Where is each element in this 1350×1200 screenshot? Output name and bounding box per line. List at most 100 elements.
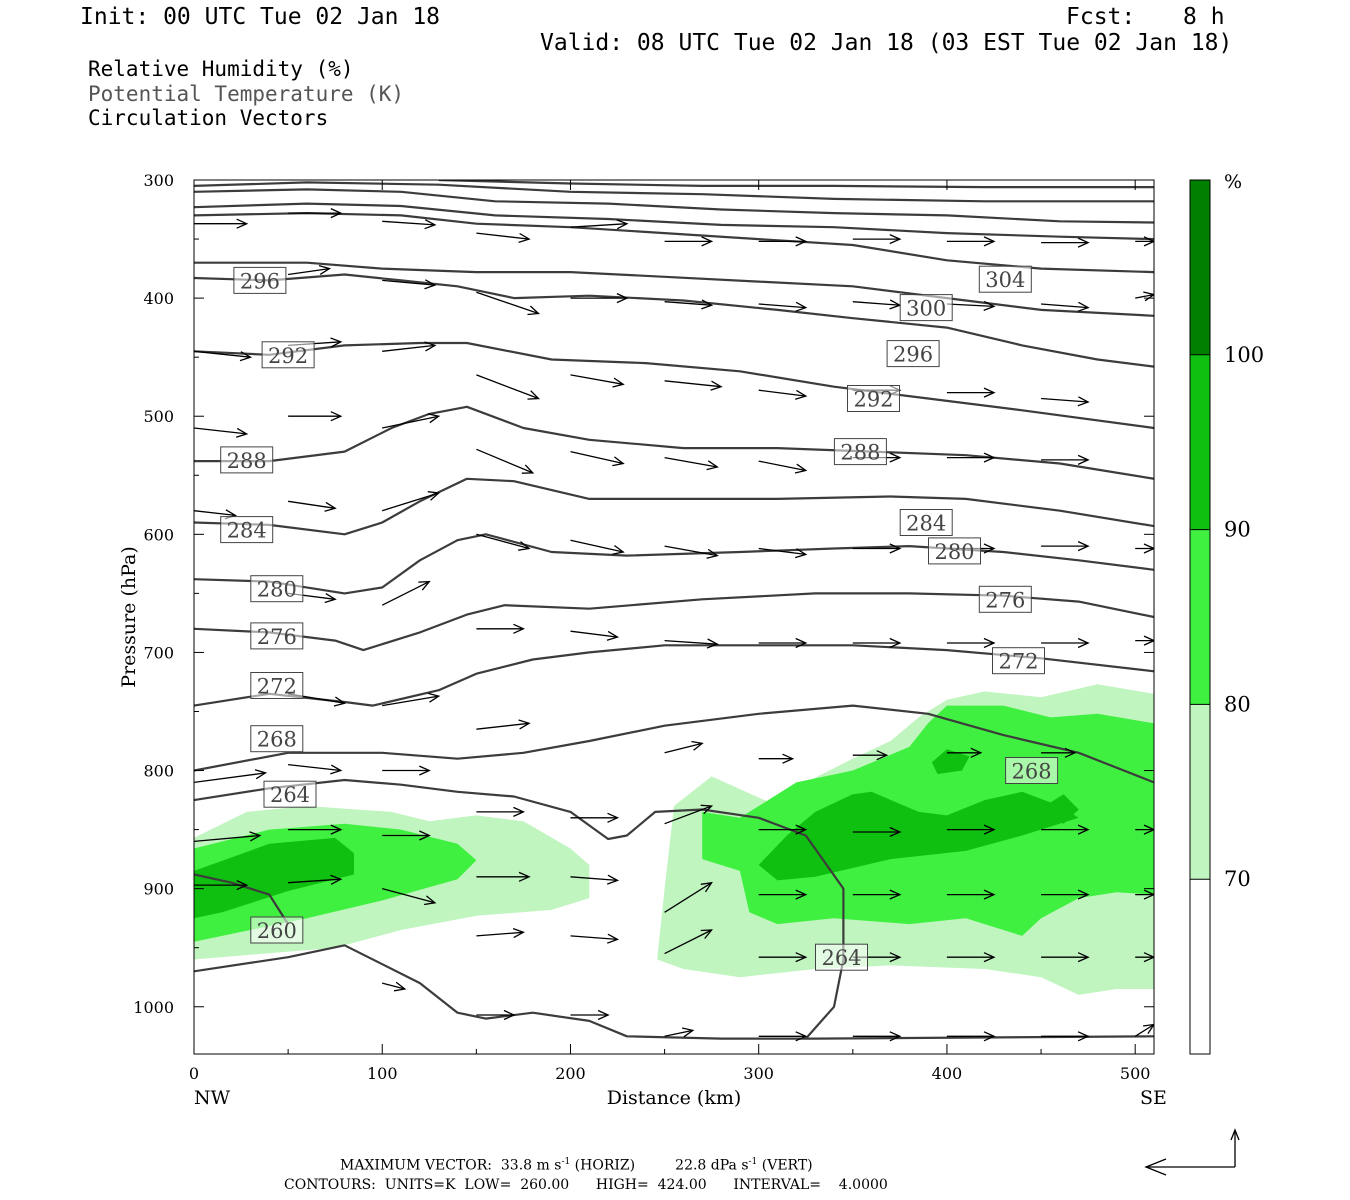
colorbar-segment-2 xyxy=(1190,529,1210,705)
svg-text:280: 280 xyxy=(257,578,297,602)
circulation-vector-79 xyxy=(1041,824,1090,835)
colorbar-label-80: 80 xyxy=(1224,692,1251,716)
contour-label-272-12: 272 xyxy=(992,647,1045,675)
circulation-vector-105 xyxy=(570,1009,610,1021)
circulation-vector-25 xyxy=(570,374,625,388)
contour-label-292-17: 292 xyxy=(847,385,900,412)
circulation-vector-100 xyxy=(946,952,996,963)
contour-label-288-16: 288 xyxy=(833,438,887,466)
colorbar-segment-3 xyxy=(1190,354,1210,530)
y-tick-label-900: 900 xyxy=(143,880,174,899)
circulation-vector-67 xyxy=(852,750,889,761)
circulation-vector-86 xyxy=(664,881,713,913)
circulation-vector-84 xyxy=(476,871,531,882)
circulation-vector-55 xyxy=(570,630,620,641)
circulation-vector-10 xyxy=(1135,236,1154,247)
theta-contour-312-14 xyxy=(194,188,1154,224)
legend-relative-humidity: Relative Humidity (%) xyxy=(88,57,354,81)
circulation-vector-1 xyxy=(288,208,343,219)
theta-contour-296-10 xyxy=(194,273,1154,368)
contour-label-280-14: 280 xyxy=(928,537,981,565)
y-tick-label-400: 400 xyxy=(143,289,174,308)
circulation-vector-70 xyxy=(194,769,268,784)
y-tick-label-600: 600 xyxy=(143,525,174,544)
svg-text:264: 264 xyxy=(270,783,310,807)
circulation-vector-23 xyxy=(382,341,437,352)
circulation-vector-97 xyxy=(664,929,714,955)
legend-circulation-vectors: Circulation Vectors xyxy=(88,106,329,130)
colorbar-label-90: 90 xyxy=(1224,518,1251,542)
svg-text:268: 268 xyxy=(257,728,297,752)
circulation-vector-33 xyxy=(382,413,441,429)
x-tick-label-100: 100 xyxy=(367,1064,398,1083)
circulation-vector-98 xyxy=(758,952,808,963)
colorbar-unit: % xyxy=(1224,171,1242,193)
svg-text:300: 300 xyxy=(906,297,946,321)
circulation-vector-27 xyxy=(758,389,808,400)
circulation-vector-64 xyxy=(476,719,531,730)
circulation-vector-90 xyxy=(1041,889,1090,900)
contour-label-272-3: 272 xyxy=(250,672,304,699)
circulation-vector-47 xyxy=(758,547,808,559)
circulation-vector-2 xyxy=(382,219,437,230)
circulation-vector-85 xyxy=(570,874,620,885)
circulation-vector-17 xyxy=(852,299,902,310)
circulation-vector-81 xyxy=(194,831,262,843)
contour-label-284-15: 284 xyxy=(899,509,953,536)
colorbar-segment-1 xyxy=(1190,704,1210,880)
init-time: Init: 00 UTC Tue 02 Jan 18 xyxy=(80,4,441,30)
x-endpoint-left: NW xyxy=(194,1087,231,1109)
circulation-vector-101 xyxy=(1041,952,1090,963)
colorbar: 70 80 90 100 xyxy=(1189,179,1264,1055)
svg-text:284: 284 xyxy=(906,512,946,536)
circulation-vector-68 xyxy=(946,747,983,758)
max-vector-vert-exponent: -1 xyxy=(748,1157,758,1167)
circulation-vector-71 xyxy=(288,763,343,775)
y-tick-label-1000: 1000 xyxy=(133,998,174,1017)
svg-text:260: 260 xyxy=(257,919,297,943)
circulation-vector-110 xyxy=(1041,1031,1090,1042)
svg-text:264: 264 xyxy=(821,946,861,970)
contour-label-284-6: 284 xyxy=(220,516,274,544)
circulation-vector-29 xyxy=(946,387,996,398)
contour-label-layer: 2602642682722762802842882922962642682722… xyxy=(220,265,1059,971)
circulation-vector-104 xyxy=(476,1009,516,1021)
circulation-vector-82 xyxy=(288,824,343,835)
theta-contour-layer xyxy=(194,180,1154,1040)
circulation-vector-40 xyxy=(1041,454,1090,465)
circulation-vector-54 xyxy=(476,623,525,634)
footer-max-vector: MAXIMUM VECTOR: 33.8 m s-1 (HORIZ) 22.8 … xyxy=(340,1158,813,1173)
svg-text:276: 276 xyxy=(985,588,1025,612)
circulation-vector-12 xyxy=(382,279,437,290)
circulation-vector-109 xyxy=(946,1031,996,1042)
circulation-vector-108 xyxy=(852,1031,902,1042)
theta-contour-300-11 xyxy=(194,261,1154,317)
circulation-vector-93 xyxy=(288,874,343,885)
contour-label-288-7: 288 xyxy=(220,446,274,474)
circulation-vector-78 xyxy=(946,824,996,835)
contour-label-296-9: 296 xyxy=(233,266,287,294)
max-vector-horiz-exponent: -1 xyxy=(561,1157,571,1167)
y-tick-label-500: 500 xyxy=(143,407,174,426)
contour-label-304-20: 304 xyxy=(978,265,1032,293)
circulation-vector-103 xyxy=(382,981,407,992)
circulation-vector-21 xyxy=(194,350,253,362)
svg-text:268: 268 xyxy=(1012,760,1052,784)
contour-label-264-1: 264 xyxy=(263,780,317,808)
circulation-vector-44 xyxy=(476,533,531,551)
circulation-vector-89 xyxy=(946,889,996,900)
circulation-vector-83 xyxy=(382,830,431,841)
x-axis: 0 100 200 300 400 500 xyxy=(189,180,1150,1083)
svg-text:304: 304 xyxy=(985,268,1025,292)
circulation-vector-19 xyxy=(1041,301,1090,312)
circulation-vector-61 xyxy=(1135,635,1154,646)
forecast-hour-label: Fcst: xyxy=(1066,4,1136,30)
max-vector-vert-unit: (VERT) xyxy=(761,1157,813,1174)
y-axis: 300 400 500 600 700 800 900 1000 xyxy=(133,171,1154,1017)
svg-text:272: 272 xyxy=(998,650,1038,674)
circulation-vector-18 xyxy=(946,300,996,312)
circulation-vector-35 xyxy=(570,450,625,467)
rh-region-90-7 xyxy=(1044,794,1079,824)
svg-text:276: 276 xyxy=(257,625,297,649)
colorbar-segment-0 xyxy=(1190,879,1210,1054)
